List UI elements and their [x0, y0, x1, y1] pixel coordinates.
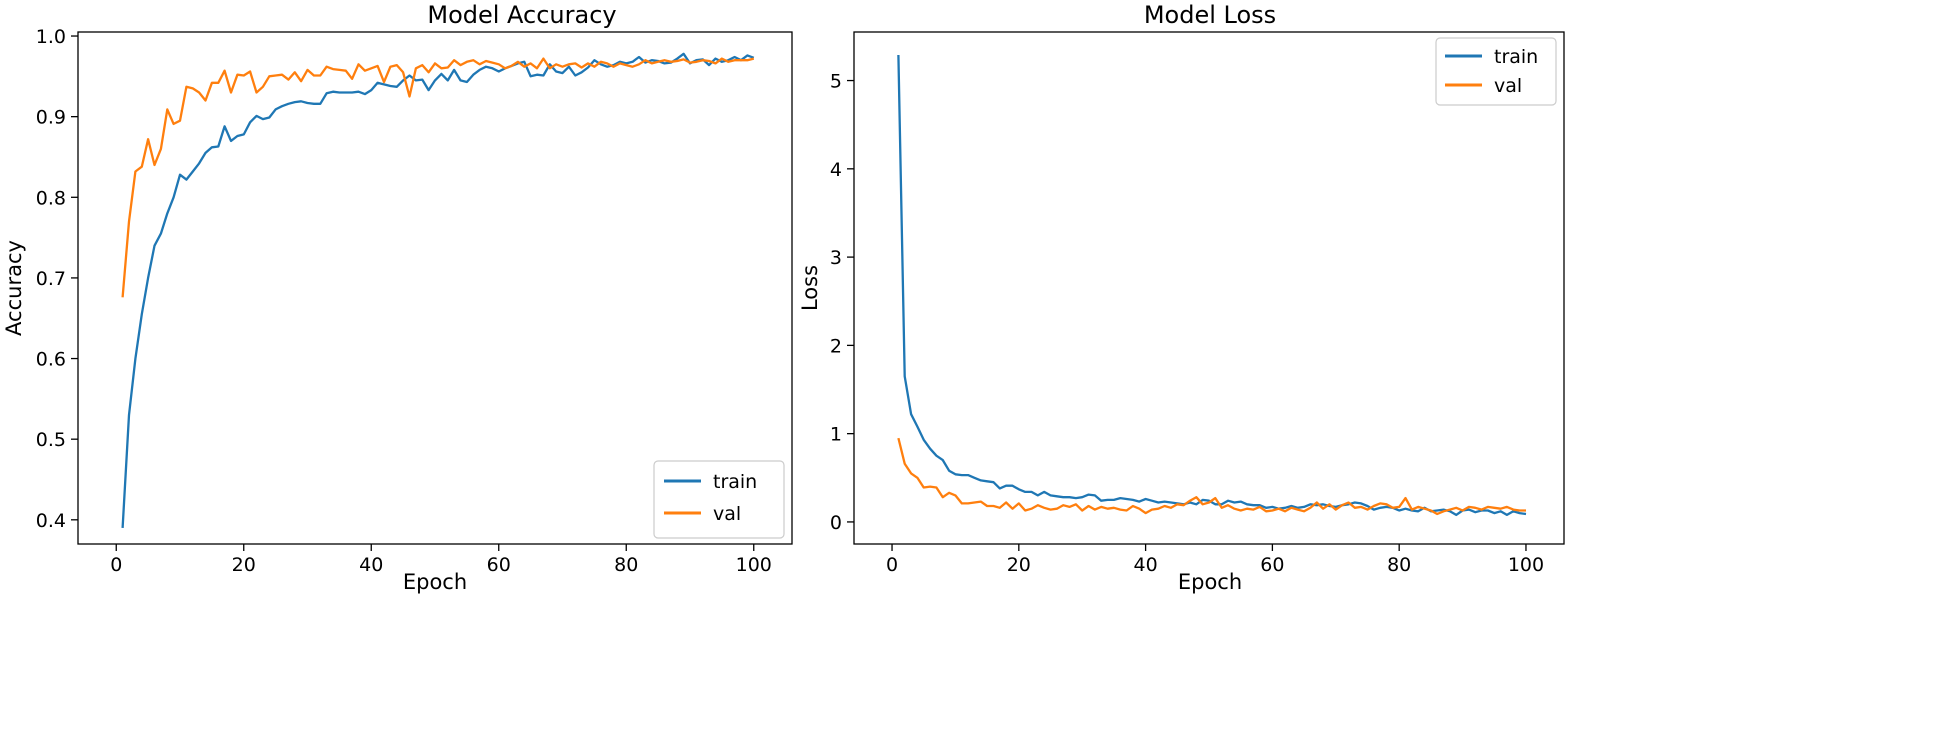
- loss-y-tick-label: 5: [830, 71, 842, 93]
- loss-y-axis-label: Loss: [798, 265, 822, 311]
- accuracy-chart: Model Accuracy 0 20 40 60 80 100 0.4 0.5 0.6 0.7…: [2, 1, 793, 594]
- loss-legend-val-label: val: [1494, 75, 1522, 97]
- accuracy-y-tick-label: 0.9: [36, 107, 66, 129]
- accuracy-legend: train val: [653, 460, 785, 539]
- accuracy-y-tick-label: 0.5: [36, 429, 66, 451]
- loss-chart-title: Model Loss: [1144, 1, 1276, 29]
- loss-val-line: [897, 437, 1526, 516]
- loss-x-tick-label: 80: [1387, 554, 1411, 576]
- accuracy-x-axis-label: Epoch: [403, 570, 467, 594]
- accuracy-x-tick-label: 100: [736, 554, 772, 576]
- accuracy-y-tick-label: 0.8: [36, 187, 66, 209]
- loss-y-tick-label: 3: [830, 247, 842, 269]
- accuracy-train-line: [121, 52, 755, 528]
- accuracy-y-axis: 0.4 0.5 0.6 0.7 0.8 0.9 1.0: [36, 26, 78, 532]
- loss-plot-area: [853, 31, 1565, 545]
- accuracy-x-axis: 0 20 40 60 80 100: [110, 544, 772, 576]
- accuracy-y-tick-label: 0.6: [36, 349, 66, 371]
- loss-y-tick-label: 1: [830, 424, 842, 446]
- loss-train-line: [897, 54, 1527, 517]
- accuracy-x-tick-label: 80: [614, 554, 638, 576]
- accuracy-x-tick-label: 0: [110, 554, 122, 576]
- accuracy-legend-train-label: train: [713, 471, 757, 493]
- loss-x-tick-label: 100: [1508, 554, 1544, 576]
- accuracy-y-tick-label: 0.7: [36, 268, 66, 290]
- accuracy-x-tick-label: 20: [232, 554, 256, 576]
- accuracy-x-tick-label: 40: [359, 554, 383, 576]
- accuracy-y-tick-label: 0.4: [36, 510, 66, 532]
- accuracy-y-tick-label: 1.0: [36, 26, 66, 48]
- loss-x-axis-label: Epoch: [1178, 570, 1242, 594]
- loss-legend-train-label: train: [1494, 46, 1538, 68]
- accuracy-series-lines: [121, 52, 755, 528]
- loss-y-tick-label: 0: [830, 512, 842, 534]
- loss-y-axis: 0 1 2 3 4 5: [830, 71, 854, 534]
- accuracy-legend-val-label: val: [713, 503, 741, 525]
- loss-x-tick-label: 0: [886, 554, 898, 576]
- loss-x-axis: 0 20 40 60 80 100: [886, 544, 1544, 576]
- loss-x-tick-label: 40: [1134, 554, 1158, 576]
- loss-series-lines: [897, 54, 1527, 517]
- accuracy-x-tick-label: 60: [487, 554, 511, 576]
- loss-x-tick-label: 20: [1007, 554, 1031, 576]
- accuracy-val-line: [121, 57, 755, 298]
- loss-y-tick-label: 2: [830, 335, 842, 357]
- loss-legend: train val: [1435, 37, 1557, 106]
- accuracy-plot-area: [77, 31, 793, 545]
- loss-y-tick-label: 4: [830, 159, 842, 181]
- loss-x-tick-label: 60: [1260, 554, 1284, 576]
- accuracy-chart-title: Model Accuracy: [427, 1, 616, 29]
- accuracy-y-axis-label: Accuracy: [2, 240, 26, 336]
- loss-chart: Model Loss 0 20 40 60 80 100 0 1 2 3 4 5 Epoch Los…: [798, 1, 1565, 594]
